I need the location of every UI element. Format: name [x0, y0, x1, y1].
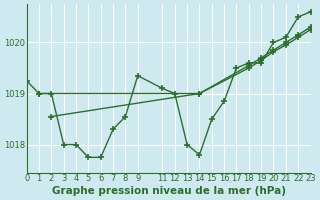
X-axis label: Graphe pression niveau de la mer (hPa): Graphe pression niveau de la mer (hPa): [52, 186, 286, 196]
